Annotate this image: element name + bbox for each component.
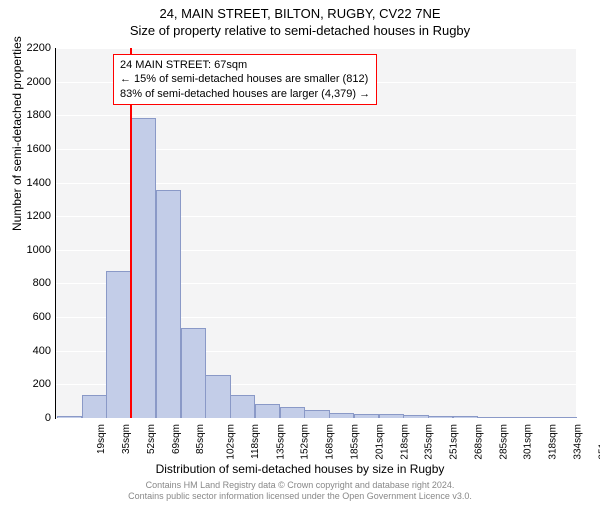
x-tick-label: 69sqm — [171, 424, 182, 454]
info-line-3: 83% of semi-detached houses are larger (… — [120, 87, 370, 101]
y-tick-label: 200 — [11, 378, 51, 390]
histogram-bar — [403, 415, 428, 418]
histogram-bar — [502, 417, 527, 418]
chart-title-main: 24, MAIN STREET, BILTON, RUGBY, CV22 7NE — [0, 6, 600, 21]
histogram-bar — [280, 407, 305, 418]
x-tick-label: 118sqm — [250, 424, 261, 459]
histogram-bar — [230, 395, 255, 418]
y-tick-label: 0 — [11, 412, 51, 424]
y-tick-label: 1800 — [11, 109, 51, 121]
histogram-bar — [181, 328, 206, 418]
x-tick-label: 235sqm — [424, 424, 435, 460]
x-tick-label: 218sqm — [399, 424, 410, 460]
histogram-bar — [552, 417, 577, 418]
x-axis-label: Distribution of semi-detached houses by … — [0, 462, 600, 476]
histogram-bar — [57, 416, 82, 418]
gridline — [56, 48, 576, 49]
footer-line-2: Contains public sector information licen… — [0, 491, 600, 502]
footer-line-1: Contains HM Land Registry data © Crown c… — [0, 480, 600, 491]
y-tick-label: 600 — [11, 311, 51, 323]
histogram-bar — [329, 413, 354, 418]
histogram-bar — [82, 395, 107, 418]
histogram-bar — [255, 404, 280, 418]
x-tick-label: 19sqm — [96, 424, 107, 454]
gridline — [56, 418, 576, 419]
y-tick-label: 800 — [11, 277, 51, 289]
histogram-bar — [478, 417, 503, 419]
y-tick-label: 1600 — [11, 143, 51, 155]
x-tick-label: 85sqm — [195, 424, 206, 454]
x-tick-label: 301sqm — [523, 424, 534, 460]
info-line-2: ← 15% of semi-detached houses are smalle… — [120, 72, 370, 86]
histogram-bar — [205, 375, 230, 418]
x-tick-label: 135sqm — [275, 424, 286, 460]
x-tick-label: 52sqm — [146, 424, 157, 454]
histogram-bar — [131, 118, 156, 418]
histogram-bar — [156, 190, 181, 418]
y-tick-label: 1000 — [11, 244, 51, 256]
x-tick-label: 35sqm — [121, 424, 132, 454]
x-tick-label: 168sqm — [325, 424, 336, 460]
y-axis-label: Number of semi-detached properties — [10, 36, 24, 231]
x-tick-label: 318sqm — [548, 424, 559, 460]
info-line-1: 24 MAIN STREET: 67sqm — [120, 58, 370, 72]
histogram-bar — [379, 414, 404, 418]
x-tick-label: 201sqm — [374, 424, 385, 460]
y-tick-label: 1400 — [11, 177, 51, 189]
histogram-bar — [354, 414, 379, 418]
histogram-bar — [428, 416, 453, 418]
chart-area: 0200400600800100012001400160018002000220… — [55, 48, 575, 418]
x-tick-label: 251sqm — [449, 424, 460, 460]
histogram-bar — [106, 271, 131, 418]
x-tick-label: 152sqm — [300, 424, 311, 460]
x-tick-label: 268sqm — [473, 424, 484, 460]
y-tick-label: 2200 — [11, 42, 51, 54]
y-tick-label: 2000 — [11, 76, 51, 88]
x-tick-label: 285sqm — [498, 424, 509, 460]
histogram-bar — [527, 417, 552, 418]
x-tick-label: 334sqm — [572, 424, 583, 460]
footer: Contains HM Land Registry data © Crown c… — [0, 480, 600, 502]
histogram-bar — [304, 410, 329, 418]
y-tick-label: 1200 — [11, 210, 51, 222]
histogram-bar — [453, 416, 478, 418]
y-tick-label: 400 — [11, 345, 51, 357]
gridline — [56, 115, 576, 116]
info-box: 24 MAIN STREET: 67sqm ← 15% of semi-deta… — [113, 54, 377, 105]
x-tick-label: 185sqm — [350, 424, 361, 460]
x-tick-label: 102sqm — [226, 424, 237, 460]
chart-title-sub: Size of property relative to semi-detach… — [0, 23, 600, 38]
